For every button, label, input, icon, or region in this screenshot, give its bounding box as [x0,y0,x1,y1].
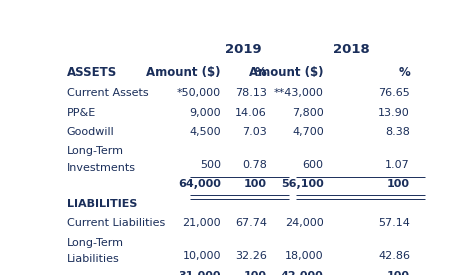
Text: 32.26: 32.26 [235,251,267,261]
Text: 24,000: 24,000 [285,218,324,228]
Text: 600: 600 [303,160,324,170]
Text: LIABILITIES: LIABILITIES [66,199,137,209]
Text: 500: 500 [200,160,221,170]
Text: 100: 100 [387,271,410,275]
Text: 8.38: 8.38 [385,127,410,137]
Text: Amount ($): Amount ($) [146,66,221,79]
Text: **43,000: **43,000 [274,88,324,98]
Text: 10,000: 10,000 [182,251,221,261]
Text: 100: 100 [387,179,410,189]
Text: Current Assets: Current Assets [66,88,148,98]
Text: Investments: Investments [66,163,136,173]
Text: Goodwill: Goodwill [66,127,114,137]
Text: 42.86: 42.86 [378,251,410,261]
Text: %: % [255,66,267,79]
Text: PP&E: PP&E [66,108,96,117]
Text: ASSETS: ASSETS [66,66,117,79]
Text: 2019: 2019 [225,43,261,56]
Text: Liabilities: Liabilities [66,254,119,264]
Text: 4,500: 4,500 [189,127,221,137]
Text: 13.90: 13.90 [378,108,410,117]
Text: 78.13: 78.13 [235,88,267,98]
Text: 57.14: 57.14 [378,218,410,228]
Text: 100: 100 [244,179,267,189]
Text: 7.03: 7.03 [242,127,267,137]
Text: *50,000: *50,000 [177,88,221,98]
Text: 0.78: 0.78 [242,160,267,170]
Text: 100: 100 [244,271,267,275]
Text: 31,000: 31,000 [178,271,221,275]
Text: %: % [398,66,410,79]
Text: 67.74: 67.74 [235,218,267,228]
Text: 56,100: 56,100 [281,179,324,189]
Text: 4,700: 4,700 [292,127,324,137]
Text: 42,000: 42,000 [281,271,324,275]
Text: 21,000: 21,000 [182,218,221,228]
Text: Long-Term: Long-Term [66,238,124,248]
Text: 76.65: 76.65 [378,88,410,98]
Text: Long-Term: Long-Term [66,147,124,156]
Text: 64,000: 64,000 [178,179,221,189]
Text: 2018: 2018 [333,43,370,56]
Text: 14.06: 14.06 [235,108,267,117]
Text: Amount ($): Amount ($) [249,66,324,79]
Text: 9,000: 9,000 [189,108,221,117]
Text: 1.07: 1.07 [385,160,410,170]
Text: Current Liabilities: Current Liabilities [66,218,165,228]
Text: 7,800: 7,800 [292,108,324,117]
Text: 18,000: 18,000 [285,251,324,261]
